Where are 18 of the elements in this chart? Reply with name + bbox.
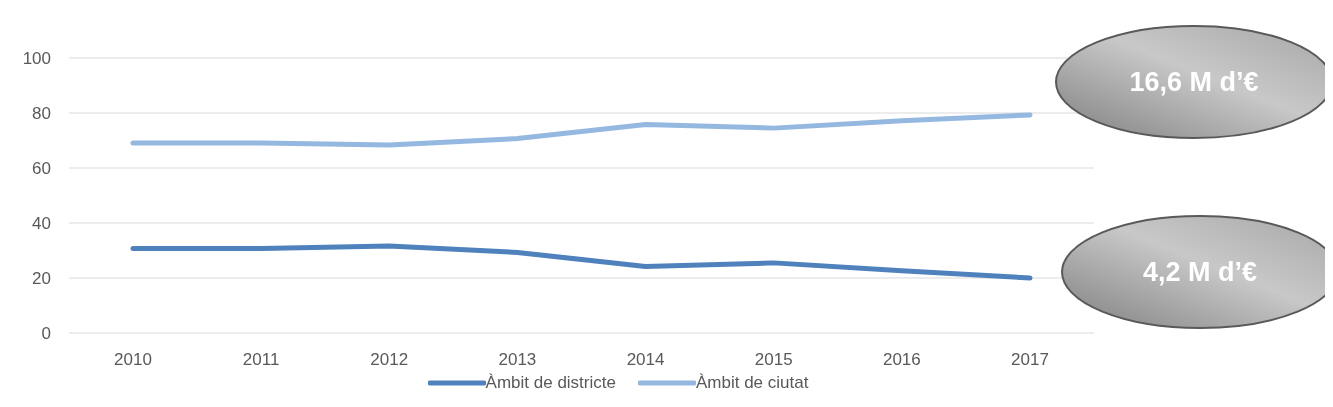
legend-label: Àmbit de districte — [484, 373, 616, 393]
y-tick-label: 60 — [32, 159, 51, 179]
y-tick-label: 0 — [41, 324, 51, 344]
x-tick-label: 2016 — [882, 350, 921, 370]
y-tick-label: 100 — [22, 49, 51, 69]
x-tick-label: 2013 — [498, 350, 537, 370]
x-tick-label: 2011 — [242, 350, 280, 370]
y-tick-label: 80 — [32, 104, 51, 124]
text: 4,2 M d’€ — [1141, 256, 1258, 288]
y-tick-label: 20 — [32, 269, 51, 289]
legend-label: Àmbit de ciutat — [694, 373, 809, 393]
x-tick-label: 2010 — [114, 350, 152, 370]
x-tick-label: 2015 — [754, 350, 793, 370]
x-tick-label: 2012 — [370, 350, 409, 370]
x-tick-label: 2017 — [1011, 350, 1049, 370]
text: 16,6 M d’€ — [1128, 66, 1260, 98]
x-tick-label: 2014 — [626, 350, 665, 370]
y-tick-label: 40 — [32, 214, 51, 234]
